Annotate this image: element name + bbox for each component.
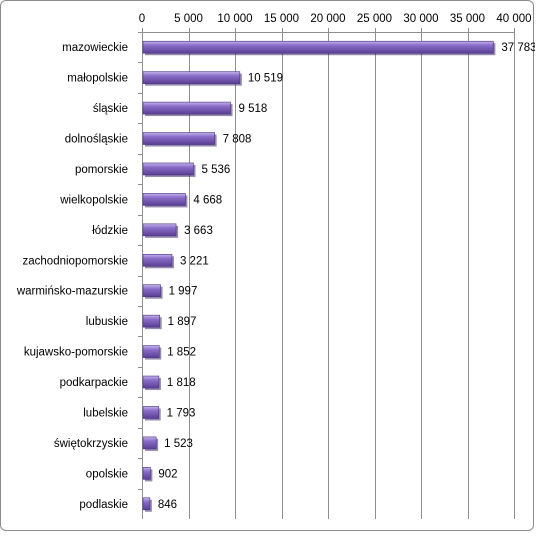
- x-tick-label: 40 000: [496, 13, 531, 25]
- x-axis-ticks: 0 5 000 10 000 15 000 20 000 25 000 30 000 35 0…: [138, 13, 532, 519]
- value-label: 7 808: [223, 134, 252, 146]
- bar: [142, 375, 160, 389]
- bar: [142, 406, 159, 419]
- bar: [142, 314, 160, 328]
- bar: [142, 497, 151, 511]
- x-tick-label: 35 000: [450, 13, 485, 25]
- category-label: świętokrzyskie: [54, 438, 128, 450]
- category-label: podlaskie: [79, 499, 128, 511]
- category-labels: mazowieckie małopolskie śląskie dolnośląski…: [16, 42, 128, 511]
- category-label: podkarpackie: [60, 377, 128, 389]
- x-tick-label: 10 000: [217, 13, 252, 25]
- bar: [142, 162, 194, 176]
- category-label: kujawsko-pomorskie: [24, 347, 128, 359]
- category-label: małopolskie: [67, 73, 128, 85]
- x-tick-label: 15 000: [264, 13, 299, 25]
- value-label: 4 668: [193, 194, 222, 206]
- bar: [142, 345, 160, 358]
- value-label: 5 536: [201, 164, 230, 176]
- bar: [142, 132, 215, 145]
- bar: [142, 193, 186, 206]
- bar: [142, 467, 151, 480]
- category-label: opolskie: [86, 468, 128, 480]
- value-labels: 37 783 10 519 9 518 7 808 5 536 4 668 3 663 3 2…: [158, 42, 536, 511]
- value-label: 37 783: [501, 42, 535, 54]
- bar: [142, 40, 494, 54]
- category-label: zachodniopomorskie: [23, 255, 128, 267]
- bars: [142, 40, 496, 512]
- value-label: 902: [158, 468, 177, 480]
- value-label: 1 818: [167, 377, 196, 389]
- bar: [142, 253, 173, 267]
- category-label: lubelskie: [83, 407, 128, 419]
- value-label: 10 519: [248, 73, 283, 85]
- value-label: 9 518: [239, 103, 268, 115]
- category-label: warmińsko-mazurskie: [16, 286, 128, 298]
- x-tick-label: 30 000: [403, 13, 438, 25]
- category-label: pomorskie: [75, 164, 128, 176]
- value-label: 1 523: [164, 438, 193, 450]
- bar: [142, 223, 177, 237]
- x-tick-label: 20 000: [310, 13, 345, 25]
- category-label: mazowieckie: [62, 42, 128, 54]
- category-label: łódzkie: [92, 225, 128, 237]
- bar: [142, 436, 157, 450]
- bar: [142, 284, 161, 298]
- value-label: 3 663: [184, 225, 213, 237]
- x-tick-label: 5 000: [174, 13, 203, 25]
- x-tick-label: 25 000: [357, 13, 392, 25]
- value-label: 1 852: [167, 347, 196, 359]
- value-label: 1 793: [167, 407, 196, 419]
- category-label: śląskie: [93, 103, 128, 115]
- value-label: 846: [158, 499, 177, 511]
- category-label: dolnośląskie: [65, 134, 128, 146]
- bar: [142, 101, 231, 115]
- category-label: lubuskie: [86, 316, 128, 328]
- value-label: 1 897: [168, 316, 197, 328]
- value-label: 1 997: [169, 286, 198, 298]
- value-label: 3 221: [180, 255, 209, 267]
- bar: [142, 71, 241, 84]
- x-tick-label: 0: [139, 13, 145, 25]
- category-label: wielkopolskie: [59, 194, 128, 206]
